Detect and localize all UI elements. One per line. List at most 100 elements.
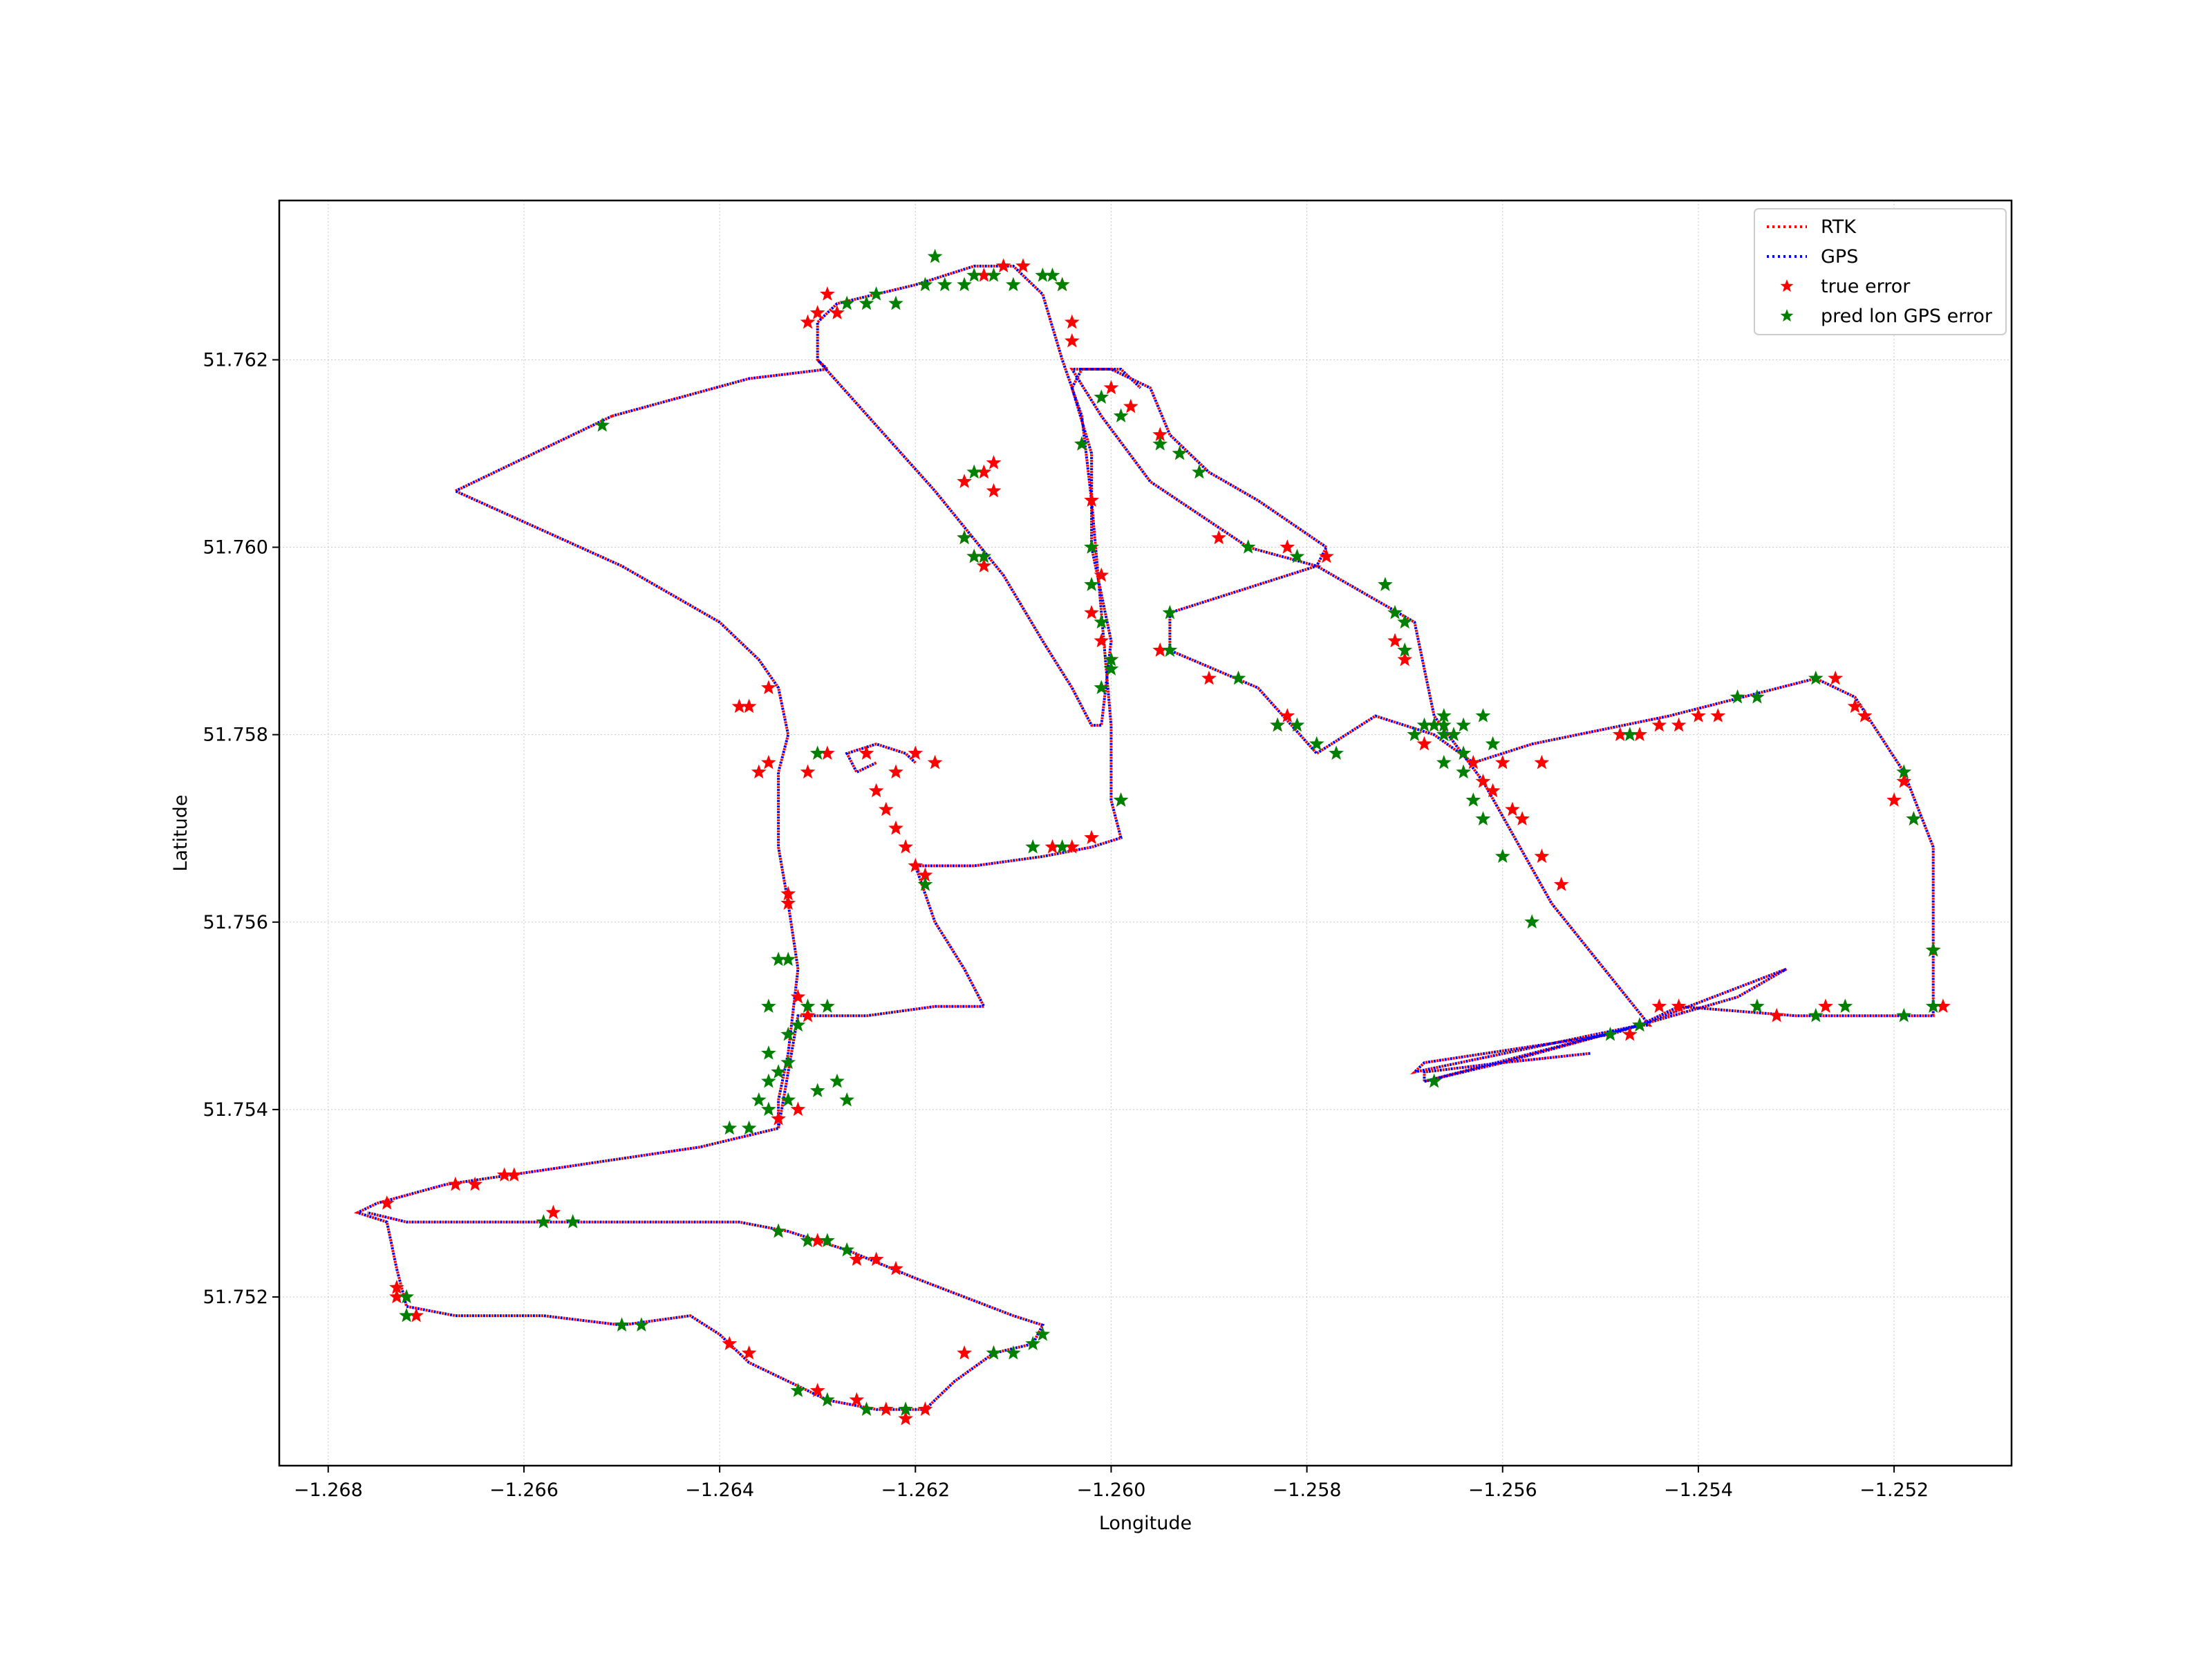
true-error-point — [1896, 773, 1912, 788]
true-error-point — [1475, 773, 1491, 788]
pred-lon-gps-error-point — [1025, 839, 1041, 854]
x-tick-label: −1.266 — [489, 1479, 559, 1501]
grid-lines — [279, 200, 2012, 1466]
true-error-point — [506, 1167, 522, 1182]
pred-lon-gps-error-point — [1113, 792, 1129, 807]
true-error-point — [898, 1410, 913, 1426]
pred-lon-gps-error-point — [751, 1092, 767, 1107]
true-error-point — [1828, 670, 1844, 685]
pred-lon-gps-error-point — [536, 1214, 552, 1229]
axes: −1.268 −1.266 −1.264 −1.262 −1.260 −1.258 −1.2… — [203, 349, 1929, 1501]
pred-lon-gps-error-point — [937, 277, 953, 292]
pred-lon-gps-error-point — [633, 1317, 649, 1332]
pred-lon-gps-error-point — [1094, 389, 1109, 404]
true-error-point — [780, 895, 796, 910]
pred-lon-gps-error-point — [1240, 539, 1256, 554]
pred-lon-gps-error-point — [839, 1092, 855, 1107]
true-error-point — [849, 1392, 865, 1407]
pred-lon-gps-error-point — [1896, 1007, 1912, 1023]
true-error-point — [908, 745, 924, 760]
pred-lon-gps-error-point — [1270, 717, 1285, 732]
pred-lon-gps-error-point — [1837, 998, 1853, 1014]
pred-lon-gps-error-point — [1162, 604, 1178, 619]
true-error-point — [790, 1101, 806, 1117]
x-tick-label: −1.254 — [1664, 1479, 1733, 1501]
true-error-point — [1094, 567, 1109, 582]
pred-lon-gps-error-point — [780, 1092, 796, 1107]
true-error-point — [1416, 736, 1432, 751]
true-error-point — [1534, 848, 1550, 863]
pred-lon-gps-error-point — [1035, 267, 1051, 282]
legend-label-gps: GPS — [1821, 246, 1858, 268]
pred-lon-gps-error-point — [1094, 680, 1109, 695]
pred-lon-gps-error-point — [809, 745, 825, 760]
pred-lon-gps-error-point — [957, 530, 972, 545]
pred-lon-gps-error-point — [859, 1401, 874, 1416]
pred-lon-gps-error-point — [800, 1233, 816, 1247]
pred-lon-gps-error-point — [1750, 998, 1765, 1014]
y-tick-label: 51.760 — [203, 537, 268, 559]
true-error-point — [1084, 604, 1099, 619]
pred-lon-gps-error-point — [1152, 436, 1168, 451]
true-error-point — [1515, 811, 1530, 825]
pred-lon-gps-error-point — [1407, 727, 1423, 741]
pred-lon-gps-error-point — [761, 1045, 776, 1060]
legend-box — [1754, 208, 2007, 335]
true-error-point — [1319, 548, 1334, 563]
true-error-point — [800, 314, 816, 329]
pred-lon-gps-error-point — [1475, 708, 1491, 722]
true-error-point — [849, 1251, 865, 1267]
true-error-point — [868, 783, 884, 798]
pred-lon-gps-error-point — [1035, 1326, 1051, 1341]
plot-frame — [278, 199, 2013, 1467]
pred-lon-gps-error-point — [1113, 408, 1129, 423]
pred-lon-gps-error-point — [966, 464, 982, 479]
true-error-point — [1818, 998, 1833, 1014]
true-error-point — [1769, 1007, 1785, 1023]
pred-lon-gps-error-point — [1808, 670, 1824, 685]
pred-lon-gps-error-point — [761, 998, 776, 1014]
true-error-point — [809, 1383, 825, 1397]
pred-lon-gps-error-point — [1465, 792, 1481, 807]
true-error-point — [917, 1401, 933, 1416]
x-tick-label: −1.262 — [881, 1479, 950, 1501]
true-error-point — [888, 820, 903, 835]
true-error-point — [868, 1251, 884, 1267]
true-error-point — [986, 483, 1002, 498]
true-error-point — [1505, 801, 1520, 816]
true-error-point — [1494, 754, 1510, 769]
true-error-point — [379, 1195, 395, 1210]
pred-lon-gps-error-point — [927, 248, 943, 263]
pred-lon-gps-error-point — [839, 295, 855, 310]
true-error-point — [1534, 754, 1550, 769]
legend-marker-true-error — [1780, 279, 1794, 292]
pred-lon-gps-error-point — [761, 1073, 776, 1088]
gps-line — [845, 743, 917, 774]
true-error-point — [447, 1176, 463, 1191]
pred-lon-gps-error-point — [1426, 1073, 1442, 1088]
pred-lon-gps-error-point — [819, 998, 835, 1014]
true-error-point — [731, 698, 747, 713]
pred-lon-gps-error-point — [1925, 942, 1941, 957]
gps-line — [777, 264, 1142, 1129]
pred-lon-gps-error-point — [741, 1120, 757, 1135]
gps-line — [1423, 1052, 1591, 1082]
true-error-point — [1123, 398, 1138, 413]
pred-lon-gps-error-point — [1094, 614, 1109, 629]
true-error-point — [800, 1007, 816, 1023]
pred-lon-gps-error-point — [1289, 717, 1305, 732]
pred-lon-gps-error-point — [1074, 436, 1089, 451]
true-error-point — [878, 801, 894, 816]
x-tick-label: −1.260 — [1076, 1479, 1145, 1501]
x-tick-label: −1.256 — [1468, 1479, 1537, 1501]
pred-lon-gps-error-point — [976, 548, 992, 563]
pred-lon-gps-error-point — [1309, 736, 1324, 751]
pred-lon-gps-error-point — [1436, 708, 1452, 722]
pred-lon-gps-error-point — [780, 1026, 796, 1041]
true-error-point — [898, 839, 913, 854]
y-tick-label: 51.752 — [203, 1287, 268, 1308]
true-error-point — [1211, 530, 1227, 545]
pred-lon-gps-error-point — [1896, 764, 1912, 779]
pred-lon-gps-error-point — [780, 1054, 796, 1070]
